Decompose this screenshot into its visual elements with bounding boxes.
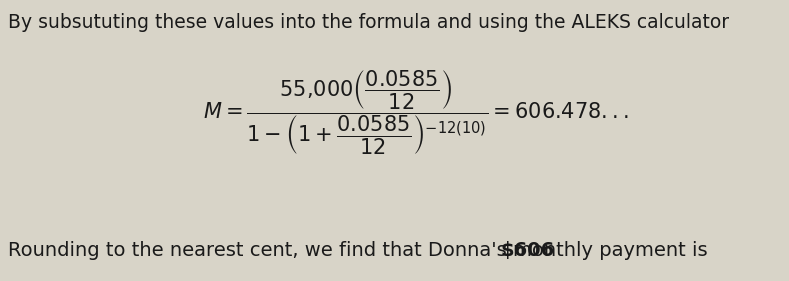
Text: $606: $606 xyxy=(501,241,555,260)
Text: By subsututing these values into the formula and using the ALEKS calculator: By subsututing these values into the for… xyxy=(8,13,729,31)
Text: Rounding to the nearest cent, we find that Donna's monthly payment is: Rounding to the nearest cent, we find th… xyxy=(8,241,714,260)
Text: $M = \dfrac{55{,}000\left(\dfrac{0.0585}{12}\right)}{1-\left(1+\dfrac{0.0585}{12: $M = \dfrac{55{,}000\left(\dfrac{0.0585}… xyxy=(203,68,628,157)
